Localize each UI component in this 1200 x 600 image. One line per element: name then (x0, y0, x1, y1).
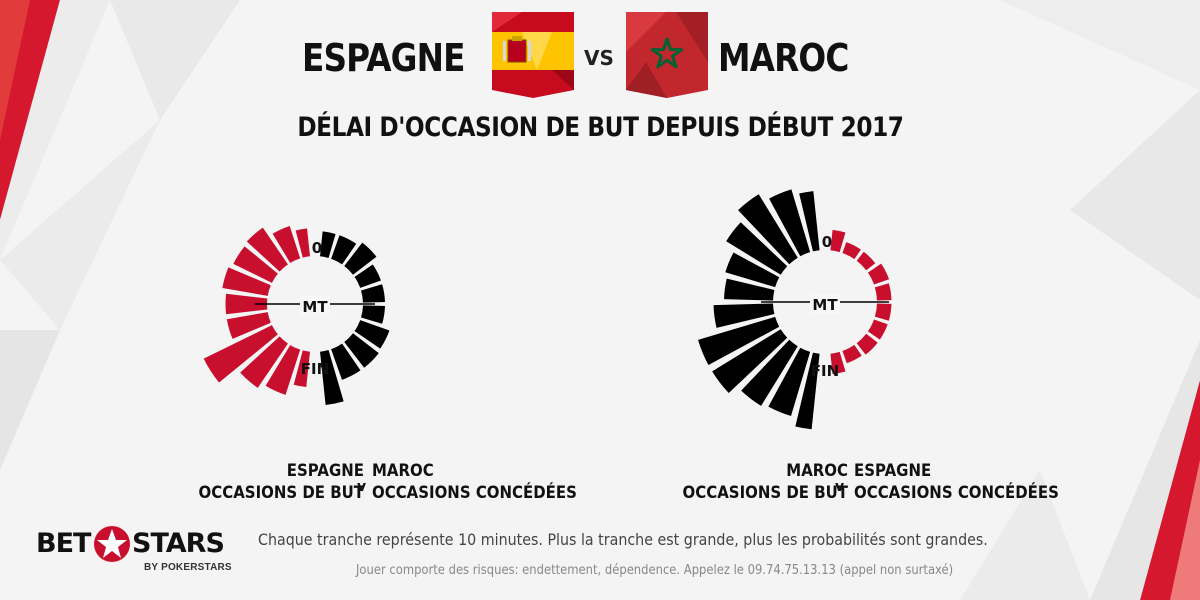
team-left-name: ESPAGNE (302, 36, 465, 80)
legend-left-line4: OCCASIONS CONCÉDÉES (372, 483, 577, 503)
label-start: 0 (822, 233, 832, 251)
radial-bar-right-5 (361, 284, 385, 303)
legend-right-line1: MAROC (786, 461, 848, 481)
radial-bar-right-3 (344, 242, 377, 275)
radial-chart-spain-morocco: MT 0 FIN (203, 225, 390, 405)
radial-bar-left-6 (225, 293, 268, 315)
footer-note: Chaque tranche représente 10 minutes. Pl… (258, 530, 988, 549)
betstars-logo: BET STARS BY POKERSTARS (36, 526, 236, 578)
morocco-flag-icon (626, 12, 708, 98)
footer-disclaimer: Jouer comporte des risques: endettement,… (356, 563, 954, 578)
radial-bar-left-1 (799, 191, 820, 252)
radial-bar-right-8 (856, 333, 878, 355)
radial-bar-left-4 (726, 222, 788, 275)
radial-bar-left-7 (713, 303, 775, 328)
radial-bar-left-5 (222, 267, 271, 296)
logo-word-stars: STARS (132, 528, 225, 559)
legend-left-conceder: MAROC OCCASIONS CONCÉDÉES (372, 460, 605, 504)
logo-word-bet: BET (36, 528, 91, 559)
radial-bar-left-9 (240, 336, 288, 388)
radial-bar-right-10 (320, 350, 344, 405)
radial-bar-left-10 (741, 339, 798, 406)
legend-left-sep: v (357, 479, 367, 495)
logo-subtitle: BY POKERSTARS (144, 562, 232, 573)
radial-bar-left-11 (293, 350, 310, 388)
radial-bar-right-7 (867, 319, 888, 340)
radial-chart-morocco-spain: MT 0 FIN (698, 189, 892, 430)
radial-bar-right-8 (344, 333, 379, 368)
radial-bar-left-6 (724, 278, 775, 301)
radial-bar-right-9 (842, 344, 862, 364)
legend-right-line4: OCCASIONS CONCÉDÉES (854, 483, 1059, 503)
vs-label: VS (584, 46, 614, 70)
radial-bar-left-7 (226, 312, 271, 339)
radial-bar-left-2 (272, 225, 301, 263)
radial-bar-left-5 (725, 252, 780, 288)
radial-bar-left-3 (246, 227, 288, 272)
label-half-time-bg (300, 296, 330, 316)
radial-bar-left-12 (795, 352, 820, 430)
radial-bar-left-1 (295, 228, 310, 258)
radial-bar-right-7 (354, 320, 390, 349)
radial-bar-right-1 (320, 231, 336, 258)
legend-right-sep: v (835, 479, 845, 495)
legend-right-scorer: MAROC OCCASIONS DE BUT (660, 460, 848, 504)
radial-bar-right-6 (361, 305, 385, 324)
chart-title-text: DÉLAI D'OCCASION DE BUT DEPUIS DÉBUT 201… (296, 112, 904, 143)
label-end: FIN (301, 360, 329, 378)
radial-bar-left-10 (265, 345, 301, 395)
team-right-name: MAROC (718, 36, 849, 80)
legend-right-conceder: ESPAGNE OCCASIONS CONCÉDÉES (854, 460, 1087, 504)
radial-bar-right-4 (867, 263, 890, 285)
legend-left-line2: OCCASIONS DE BUT (198, 483, 364, 503)
legend-left-line3: MAROC (372, 461, 434, 481)
radial-bar-right-5 (874, 283, 892, 301)
label-start: 0 (312, 239, 322, 257)
radial-bar-left-4 (233, 246, 278, 283)
label-half-time: MT (302, 298, 328, 316)
radial-bar-right-10 (830, 351, 846, 375)
spain-flag-icon (492, 12, 574, 98)
label-end: FIN (811, 362, 839, 380)
radial-bar-right-9 (331, 343, 361, 380)
legend-left-line1: ESPAGNE (286, 461, 364, 481)
radial-bar-right-1 (830, 229, 846, 253)
star-icon (94, 526, 130, 562)
chart-title: DÉLAI D'OCCASION DE BUT DEPUIS DÉBUT 201… (0, 112, 1200, 143)
radial-bar-right-2 (331, 235, 357, 265)
legend-right-line3: ESPAGNE (854, 461, 932, 481)
radial-bar-left-8 (203, 325, 278, 383)
radial-bar-right-2 (842, 242, 861, 260)
radial-bar-left-8 (698, 316, 780, 366)
radial-bar-right-6 (874, 303, 892, 321)
radial-bar-left-9 (712, 329, 788, 394)
radial-bar-left-2 (769, 189, 811, 257)
label-half-time-bg (810, 294, 840, 314)
legend-left-scorer: ESPAGNE OCCASIONS DE BUT (176, 460, 364, 504)
legend-right-line2: OCCASIONS DE BUT (682, 483, 848, 503)
radial-bar-left-3 (738, 194, 798, 265)
label-half-time: MT (812, 296, 838, 314)
radial-bar-right-3 (856, 251, 876, 271)
radial-bar-left-11 (768, 347, 811, 417)
header: ESPAGNE VS MAROC (0, 10, 1200, 100)
radial-bar-right-4 (354, 264, 381, 288)
